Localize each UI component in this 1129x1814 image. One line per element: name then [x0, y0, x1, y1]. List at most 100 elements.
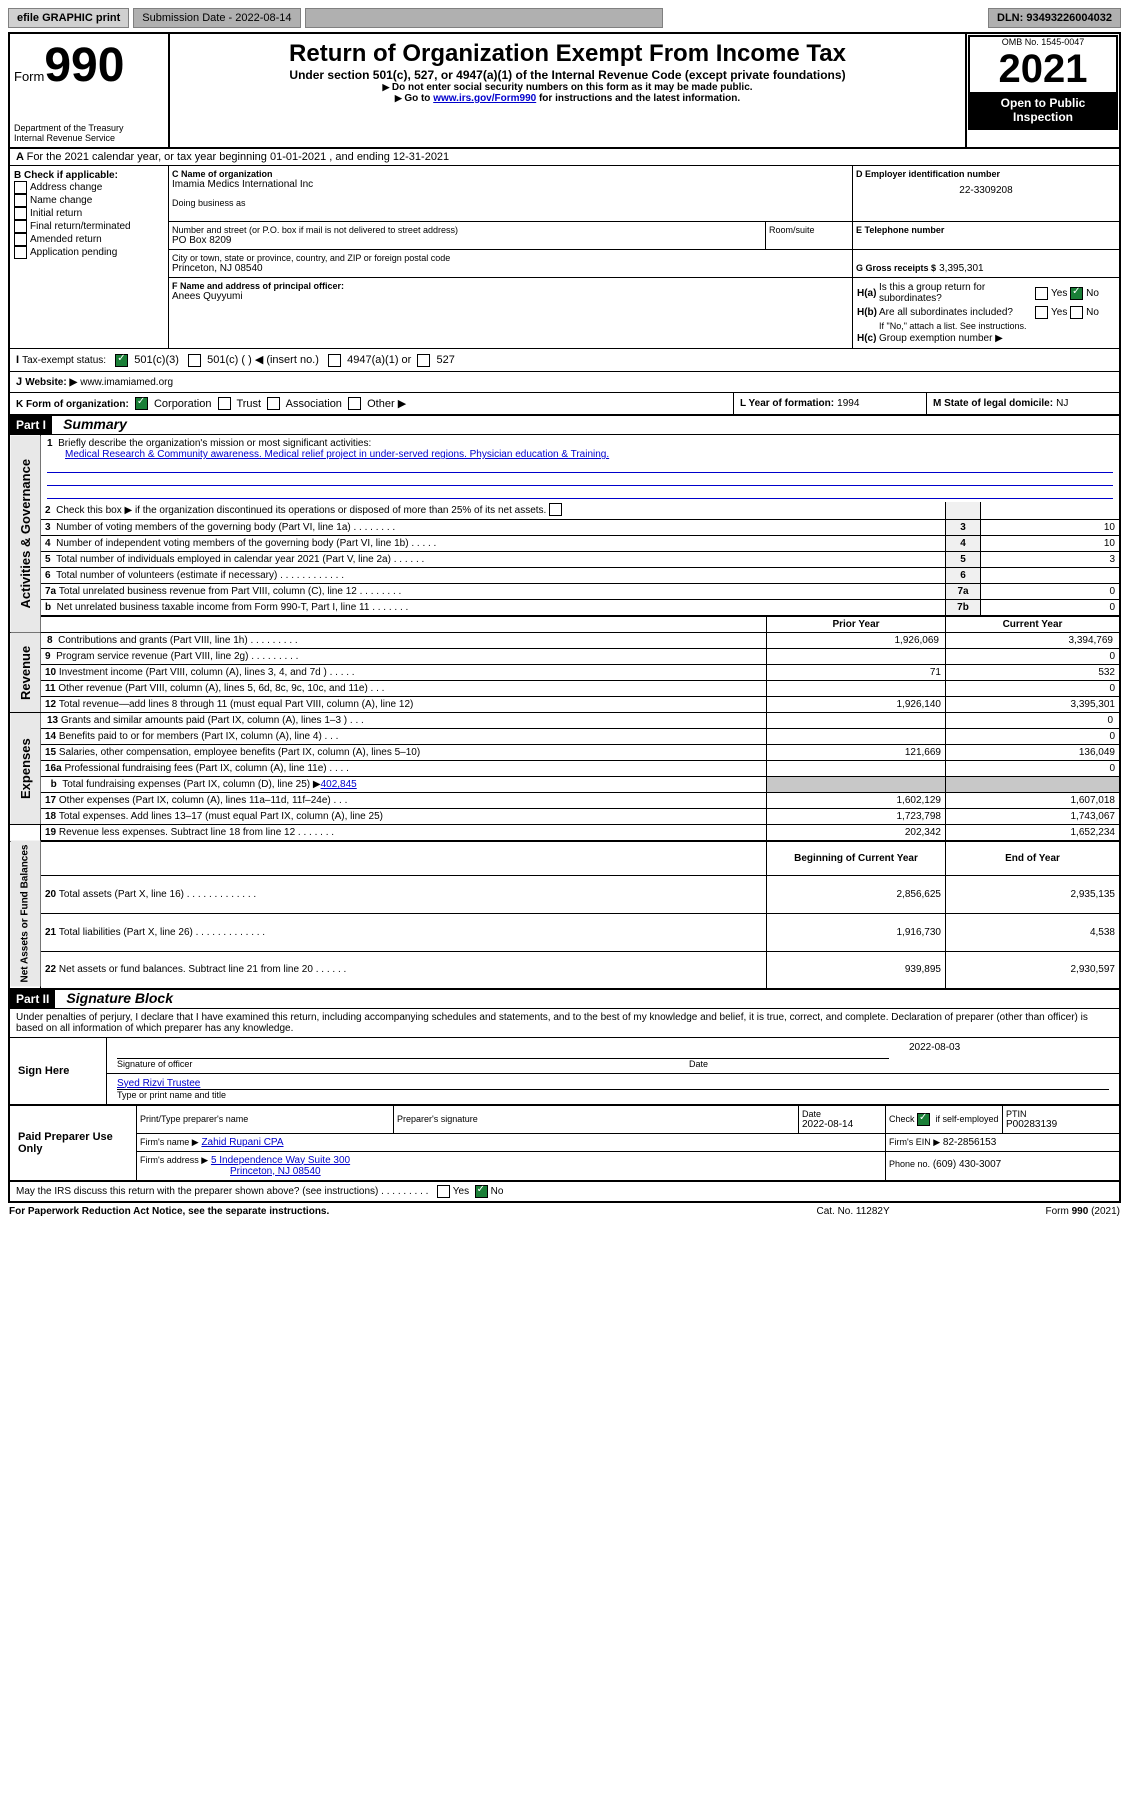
discuss: May the IRS discuss this return with the…: [16, 1186, 428, 1197]
amt-13p: [767, 713, 946, 729]
dba-label: Doing business as: [172, 198, 849, 208]
cb-trust[interactable]: [218, 397, 231, 410]
l-label: L Year of formation:: [740, 398, 834, 409]
amt-12p: 1,926,140: [767, 697, 946, 713]
prep-sig-label: Preparer's signature: [394, 1106, 799, 1134]
mission-text: Medical Research & Community awareness. …: [65, 449, 609, 460]
ptin-label: PTIN: [1006, 1109, 1027, 1119]
website: www.imamiamed.org: [80, 377, 173, 388]
firm-addr1: 5 Independence Way Suite 300: [211, 1155, 350, 1166]
sig-date: 2022-08-03: [909, 1042, 1109, 1053]
amt-21c: 4,538: [946, 913, 1120, 951]
note-ssn: Do not enter social security numbers on …: [176, 82, 959, 93]
m-label: M State of legal domicile:: [933, 398, 1053, 409]
amt-17c: 1,607,018: [946, 793, 1120, 809]
cb-corp[interactable]: [135, 397, 148, 410]
cb-final[interactable]: [14, 220, 27, 233]
col-beg: Beginning of Current Year: [767, 841, 946, 875]
cb-name-change[interactable]: [14, 194, 27, 207]
gross-receipts: 3,395,301: [939, 263, 984, 274]
ptin: P00283139: [1006, 1119, 1057, 1130]
cb-discuss-no[interactable]: [475, 1185, 488, 1198]
side-activities: Activities & Governance: [10, 435, 41, 633]
amt-9p: [767, 649, 946, 665]
footer-left: For Paperwork Reduction Act Notice, see …: [8, 1205, 765, 1218]
amt-11p: [767, 681, 946, 697]
firm-name-label: Firm's name ▶: [140, 1137, 199, 1147]
l18: Total expenses. Add lines 13–17 (must eq…: [59, 811, 383, 822]
cb-assoc[interactable]: [267, 397, 280, 410]
self-emp: Check if self-employed: [886, 1106, 1003, 1134]
amt-20p: 2,856,625: [767, 875, 946, 913]
cb-discuss-yes[interactable]: [437, 1185, 450, 1198]
submission-date: Submission Date - 2022-08-14: [133, 8, 300, 28]
k-label: K Form of organization:: [16, 399, 129, 410]
cb-self-employed[interactable]: [917, 1113, 930, 1126]
room-label: Room/suite: [769, 225, 849, 235]
hb-yes[interactable]: [1035, 306, 1048, 319]
cb-initial[interactable]: [14, 207, 27, 220]
l4: Number of independent voting members of …: [56, 538, 436, 549]
form-label: Form990: [14, 38, 164, 93]
part2-title: Signature Block: [58, 990, 173, 1006]
form-990: Form990 Department of the Treasury Inter…: [8, 32, 1121, 1203]
prep-date: 2022-08-14: [802, 1119, 853, 1130]
phone-label: Phone no.: [889, 1159, 930, 1169]
firm-name: Zahid Rupani CPA: [201, 1137, 283, 1148]
amt-19c: 1,652,234: [946, 825, 1120, 842]
efile-print-button[interactable]: efile GRAPHIC print: [8, 8, 129, 28]
l6: Total number of volunteers (estimate if …: [56, 570, 344, 581]
c-label: C Name of organization: [172, 169, 849, 179]
firm-ein-label: Firm's EIN ▶: [889, 1137, 940, 1147]
irs-link[interactable]: www.irs.gov/Form990: [433, 93, 536, 104]
cb-other[interactable]: [348, 397, 361, 410]
amt-22c: 2,930,597: [946, 951, 1120, 988]
name-title-label: Type or print name and title: [117, 1089, 1109, 1100]
form-title: Return of Organization Exempt From Incom…: [176, 40, 959, 68]
amt-16ac: 0: [946, 761, 1120, 777]
sig-officer-label: Signature of officer: [117, 1059, 689, 1069]
h-b: Are all subordinates included?: [878, 305, 1034, 320]
cb-amended[interactable]: [14, 233, 27, 246]
l5: Total number of individuals employed in …: [56, 554, 424, 565]
l9: Program service revenue (Part VIII, line…: [56, 651, 298, 662]
l12: Total revenue—add lines 8 through 11 (mu…: [59, 699, 413, 710]
l7a: Total unrelated business revenue from Pa…: [59, 586, 401, 597]
l15: Salaries, other compensation, employee b…: [59, 747, 420, 758]
cb-501c[interactable]: [188, 354, 201, 367]
amt-16ap: [767, 761, 946, 777]
val-7a: 0: [981, 584, 1120, 600]
cb-addr-change[interactable]: [14, 181, 27, 194]
ha-yes[interactable]: [1035, 287, 1048, 300]
blank-field: [305, 8, 663, 28]
prep-date-label: Date: [802, 1109, 821, 1119]
i-label: Tax-exempt status:: [22, 355, 106, 366]
cb-527[interactable]: [417, 354, 430, 367]
part1-hdr: Part I: [10, 416, 52, 434]
side-expenses: Expenses: [10, 713, 41, 825]
cb-501c3[interactable]: [115, 354, 128, 367]
l16b-val: 402,845: [321, 779, 357, 790]
amt-17p: 1,602,129: [767, 793, 946, 809]
cb-4947[interactable]: [328, 354, 341, 367]
amt-10p: 71: [767, 665, 946, 681]
irs-label: Internal Revenue Service: [14, 133, 164, 143]
side-revenue: Revenue: [10, 633, 41, 713]
firm-ein: 82-2856153: [943, 1137, 996, 1148]
cb-pending[interactable]: [14, 246, 27, 259]
part2-hdr: Part II: [10, 990, 55, 1008]
ein: 22-3309208: [856, 185, 1116, 196]
cb-discontinued[interactable]: [549, 503, 562, 516]
open-inspection: Open to Public Inspection: [970, 92, 1116, 128]
officer-name-title: Syed Rizvi Trustee: [117, 1078, 1109, 1089]
amt-13c: 0: [946, 713, 1120, 729]
officer-name: Anees Quyyumi: [172, 291, 849, 302]
omb-label: OMB No. 1545-0047: [970, 37, 1116, 47]
val-6: [981, 568, 1120, 584]
org-name: Imamia Medics International Inc: [172, 179, 849, 190]
jurat: Under penalties of perjury, I declare th…: [9, 1008, 1120, 1037]
l10: Investment income (Part VIII, column (A)…: [59, 667, 355, 678]
ha-no[interactable]: [1070, 287, 1083, 300]
footer-right: Form 990 (2021): [941, 1205, 1121, 1218]
hb-no[interactable]: [1070, 306, 1083, 319]
